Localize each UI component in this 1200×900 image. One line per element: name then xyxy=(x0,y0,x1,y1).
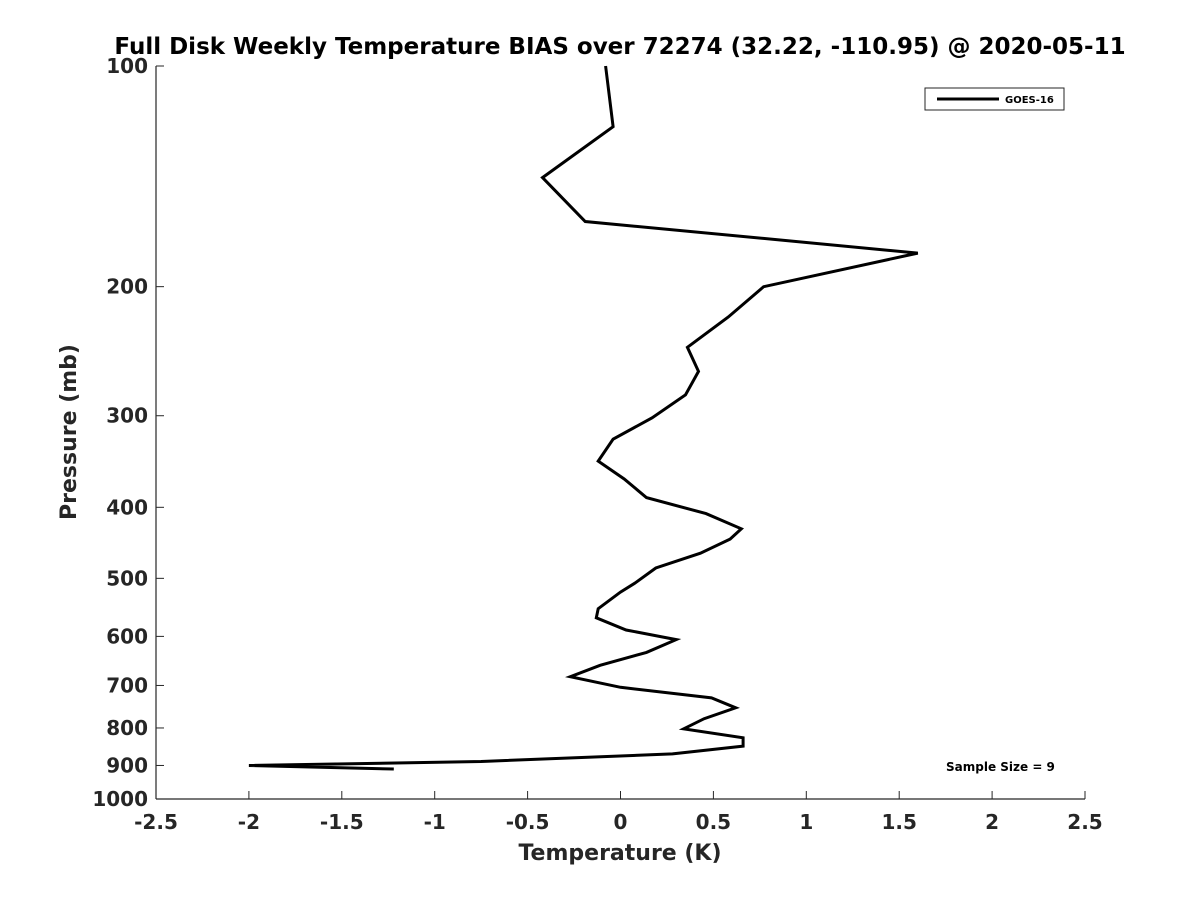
x-tick-label: 1.5 xyxy=(881,810,916,834)
y-tick-label: 400 xyxy=(106,495,148,519)
x-tick-label: 0 xyxy=(614,810,628,834)
y-tick-label: 700 xyxy=(106,673,148,697)
legend-label-goes-16: GOES-16 xyxy=(1005,95,1054,106)
y-tick-label: 900 xyxy=(106,753,148,777)
x-ticks: -2.5 -2 -1.5 -1 -0.5 0 0.5 1 1.5 2 2.5 xyxy=(134,791,1103,834)
y-tick-label: 300 xyxy=(106,404,148,428)
x-tick-label: 0.5 xyxy=(696,810,731,834)
x-tick-label: -0.5 xyxy=(506,810,550,834)
y-tick-label: 200 xyxy=(106,275,148,299)
y-tick-label: 600 xyxy=(106,624,148,648)
legend: GOES-16 xyxy=(924,87,1065,111)
x-tick-label: 2.5 xyxy=(1067,810,1102,834)
x-tick-label: 2 xyxy=(985,810,999,834)
sample-size-annotation: Sample Size = 9 xyxy=(946,760,1055,774)
x-tick-label: -1.5 xyxy=(320,810,364,834)
x-tick-label: -1 xyxy=(424,810,446,834)
series-layer xyxy=(248,65,919,771)
y-ticks: 100 200 300 400 500 600 700 800 900 1000 xyxy=(92,54,164,811)
y-tick-label: 100 xyxy=(106,54,148,78)
y-tick-label: 800 xyxy=(106,716,148,740)
plot-frame xyxy=(155,66,1085,800)
y-axis-label: Pressure (mb) xyxy=(57,344,82,520)
x-axis-label: Temperature (K) xyxy=(518,841,721,866)
x-tick-label: -2 xyxy=(238,810,260,834)
y-tick-label: 500 xyxy=(106,566,148,590)
chart-title: Full Disk Weekly Temperature BIAS over 7… xyxy=(114,34,1125,60)
series-line-goes-16 xyxy=(248,65,919,771)
x-tick-label: 1 xyxy=(799,810,813,834)
y-tick-label: 1000 xyxy=(92,787,148,811)
x-tick-label: -2.5 xyxy=(134,810,178,834)
